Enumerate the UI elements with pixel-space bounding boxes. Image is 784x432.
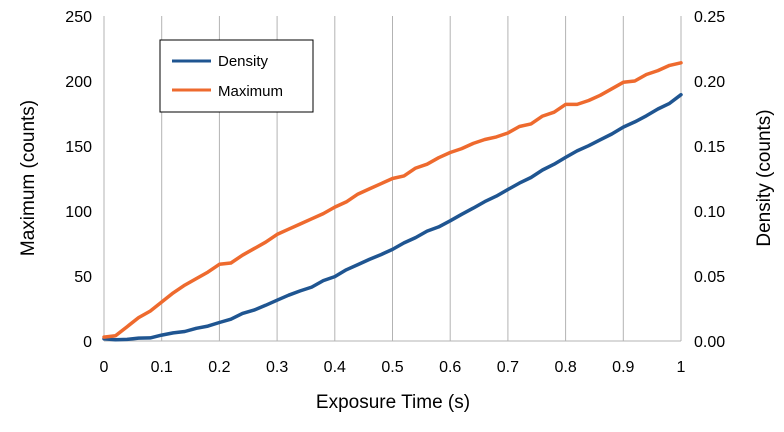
x-tick-label: 0.3 [266,359,288,376]
left-y-tick-label: 50 [74,269,92,286]
legend-label-maximum: Maximum [218,83,283,100]
x-tick-label: 0 [100,359,109,376]
x-axis-title: Exposure Time (s) [316,392,470,413]
left-y-tick-label: 0 [83,334,92,351]
legend-box [159,39,314,113]
legend-label-density: Density [218,53,269,70]
right-y-tick-label: 0.25 [694,9,725,26]
x-tick-label: 0.5 [381,359,403,376]
x-tick-label: 0.4 [324,359,346,376]
x-tick-label: 0.9 [612,359,634,376]
series-line-density [102,92,683,342]
x-tick-label: 0.2 [208,359,230,376]
left-y-tick-label: 100 [65,204,92,221]
x-tick-label: 0.8 [554,359,576,376]
legend: Density Maximum [159,39,314,113]
right-y-axis-title: Density (counts) [754,109,775,246]
x-tick-label: 0.7 [497,359,519,376]
right-y-tick-label: 0.10 [694,204,725,221]
right-y-axis-ticks: 0.00 0.05 0.10 0.15 0.20 0.25 [694,9,725,351]
series-layer [102,61,683,342]
left-y-tick-label: 200 [65,74,92,91]
right-y-tick-label: 0.20 [694,74,725,91]
right-y-tick-label: 0.15 [694,139,725,156]
left-y-axis-ticks: 0 50 100 150 200 250 [65,9,92,351]
x-tick-label: 0.1 [151,359,173,376]
series-line-maximum [102,61,683,339]
x-tick-label: 0.6 [439,359,461,376]
left-y-axis-title: Maximum (counts) [18,100,39,256]
left-y-tick-label: 150 [65,139,92,156]
right-y-tick-label: 0.00 [694,334,725,351]
x-tick-label: 1 [677,359,686,376]
left-y-tick-label: 250 [65,9,92,26]
right-y-tick-label: 0.05 [694,269,725,286]
x-axis-ticks: 0 0.1 0.2 0.3 0.4 0.5 0.6 0.7 0.8 0.9 1 [100,359,686,376]
